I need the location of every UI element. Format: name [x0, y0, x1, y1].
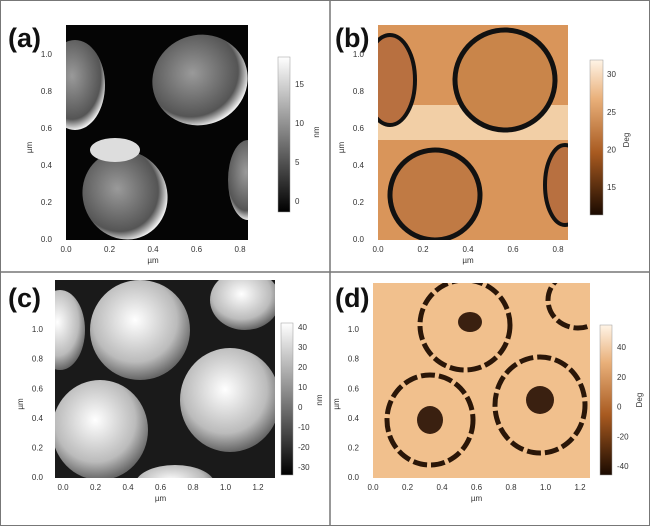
y-tick-label: 0.2 — [353, 198, 365, 207]
x-tick-label: 0.2 — [104, 245, 116, 254]
y-tick-label: 0.4 — [41, 161, 53, 170]
x-tick-label: 1.0 — [220, 483, 232, 492]
panel-label: (b) — [335, 23, 369, 53]
colorbar-tick-label: -30 — [298, 463, 310, 472]
y-axis-label: µm — [25, 142, 34, 154]
x-axis-label: µm — [471, 494, 483, 503]
y-tick-label: 0.6 — [41, 124, 53, 133]
colorbar-tick-label: 15 — [607, 183, 616, 192]
y-tick-label: 0.0 — [348, 473, 360, 482]
x-axis-label: µm — [155, 494, 167, 503]
y-tick-label: 1.0 — [41, 50, 53, 59]
y-tick-label: 0.8 — [32, 355, 44, 364]
x-axis-label: µm — [147, 256, 159, 265]
colorbar-tick-label: 30 — [298, 343, 307, 352]
colorbar-tick-label: 10 — [295, 119, 304, 128]
x-tick-label: 1.2 — [574, 483, 586, 492]
colorbar-tick-label: 0 — [298, 403, 303, 412]
panel-label: (d) — [335, 283, 369, 313]
colorbar-tick-label: 15 — [295, 80, 304, 89]
x-tick-label: 1.2 — [252, 483, 264, 492]
y-tick-label: 0.0 — [32, 473, 44, 482]
y-tick-label: 0.6 — [32, 384, 44, 393]
x-tick-label: 0.8 — [187, 483, 199, 492]
colorbar-tick-label: 20 — [617, 373, 626, 382]
colorbar-tick-label: 20 — [607, 146, 616, 155]
y-tick-label: 1.0 — [353, 50, 365, 59]
y-axis-label: µm — [337, 142, 346, 154]
colorbar-label: nm — [312, 126, 321, 137]
panel-label: (c) — [8, 283, 41, 313]
y-tick-label: 0.4 — [353, 161, 365, 170]
x-tick-label: 0.0 — [60, 245, 72, 254]
x-tick-label: 0.0 — [372, 245, 384, 254]
phase-image — [373, 272, 608, 478]
colorbar — [281, 323, 293, 475]
y-tick-label: 0.2 — [41, 198, 53, 207]
x-tick-label: 0.8 — [234, 245, 246, 254]
x-tick-label: 0.8 — [505, 483, 517, 492]
x-tick-label: 0.6 — [191, 245, 203, 254]
colorbar-tick-label: 40 — [298, 323, 307, 332]
y-axis-label: µm — [16, 398, 25, 410]
x-tick-label: 0.2 — [90, 483, 102, 492]
colorbar-tick-label: 25 — [607, 108, 616, 117]
colorbar — [600, 325, 612, 475]
y-tick-label: 0.4 — [32, 414, 44, 423]
x-tick-label: 0.6 — [155, 483, 167, 492]
x-tick-label: 0.4 — [436, 483, 448, 492]
colorbar-tick-label: 10 — [298, 383, 307, 392]
y-tick-label: 0.4 — [348, 414, 360, 423]
y-tick-label: 0.8 — [348, 355, 360, 364]
colorbar-tick-label: 0 — [617, 403, 622, 412]
y-tick-label: 0.8 — [353, 87, 365, 96]
colorbar-tick-label: 40 — [617, 343, 626, 352]
y-tick-label: 0.0 — [353, 235, 365, 244]
y-tick-label: 0.2 — [348, 444, 360, 453]
y-tick-label: 0.6 — [348, 384, 360, 393]
colorbar-tick-label: 5 — [295, 158, 300, 167]
y-tick-label: 0.0 — [41, 235, 53, 244]
y-tick-label: 1.0 — [348, 325, 360, 334]
x-tick-label: 0.2 — [402, 483, 414, 492]
phase-image — [365, 16, 585, 255]
afm-image — [45, 21, 268, 253]
x-tick-label: 0.6 — [471, 483, 483, 492]
colorbar-tick-label: -40 — [617, 462, 629, 471]
x-tick-label: 0.2 — [417, 245, 429, 254]
x-tick-label: 1.0 — [540, 483, 552, 492]
x-tick-label: 0.8 — [552, 245, 564, 254]
x-axis-label: µm — [462, 256, 474, 265]
colorbar-label: Deg — [622, 133, 631, 148]
colorbar — [278, 57, 290, 212]
x-tick-label: 0.4 — [147, 245, 159, 254]
colorbar-label: Deg — [635, 393, 644, 408]
colorbar-tick-label: 20 — [298, 363, 307, 372]
y-axis-label: µm — [332, 398, 341, 410]
colorbar-label: nm — [315, 394, 324, 405]
y-tick-label: 1.0 — [32, 325, 44, 334]
y-tick-label: 0.8 — [41, 87, 53, 96]
x-tick-label: 0.4 — [462, 245, 474, 254]
afm-image — [35, 270, 280, 505]
colorbar-tick-label: 0 — [295, 197, 300, 206]
y-tick-label: 0.6 — [353, 124, 365, 133]
colorbar-tick-label: 30 — [607, 70, 616, 79]
x-tick-label: 0.4 — [122, 483, 134, 492]
colorbar-tick-label: -20 — [617, 432, 629, 441]
x-tick-label: 0.0 — [57, 483, 69, 492]
x-tick-label: 0.6 — [507, 245, 519, 254]
figure: (a) 0.0 0.2 0.4 0.6 0.8 µm 0.0 0.2 0.4 0.6 0.8 1.0 µm… — [0, 0, 650, 526]
colorbar-tick-label: -10 — [298, 423, 310, 432]
panel-label: (a) — [8, 23, 41, 53]
colorbar — [590, 60, 603, 215]
y-tick-label: 0.2 — [32, 444, 44, 453]
x-tick-label: 0.0 — [367, 483, 379, 492]
colorbar-tick-label: -20 — [298, 443, 310, 452]
